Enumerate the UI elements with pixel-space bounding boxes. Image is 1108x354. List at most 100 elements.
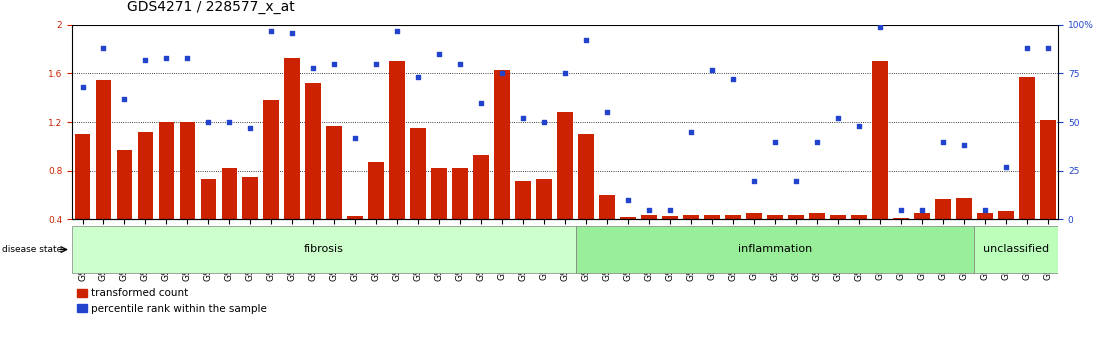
Point: [934, 139, 952, 144]
Point: [451, 61, 469, 67]
Text: inflammation: inflammation: [738, 244, 812, 253]
Point: [829, 115, 847, 121]
Bar: [74, 134, 91, 219]
Bar: [222, 169, 237, 219]
Text: GDS4271 / 228577_x_at: GDS4271 / 228577_x_at: [127, 0, 295, 14]
FancyBboxPatch shape: [72, 226, 575, 273]
Point: [787, 178, 804, 183]
Point: [640, 207, 658, 212]
Bar: [348, 216, 363, 219]
Bar: [473, 155, 489, 219]
Point: [409, 74, 427, 80]
Point: [178, 55, 196, 61]
Point: [661, 207, 679, 212]
Bar: [599, 195, 615, 219]
Point: [808, 139, 825, 144]
Bar: [767, 215, 782, 219]
Bar: [179, 122, 195, 219]
Bar: [914, 213, 930, 219]
Bar: [536, 179, 552, 219]
Bar: [704, 215, 720, 219]
Bar: [452, 169, 468, 219]
Bar: [642, 215, 657, 219]
Point: [136, 57, 154, 63]
Point: [157, 55, 175, 61]
Point: [535, 119, 553, 125]
Bar: [851, 215, 866, 219]
Point: [514, 115, 532, 121]
FancyBboxPatch shape: [974, 226, 1058, 273]
Bar: [306, 83, 321, 219]
Point: [619, 197, 637, 203]
Point: [997, 164, 1015, 170]
Point: [704, 67, 721, 72]
Point: [850, 123, 868, 129]
Bar: [158, 122, 174, 219]
Text: unclassified: unclassified: [983, 244, 1049, 253]
Point: [871, 24, 889, 29]
Point: [955, 143, 973, 148]
Bar: [116, 150, 132, 219]
Point: [913, 207, 931, 212]
Point: [577, 38, 595, 43]
Bar: [788, 215, 803, 219]
Point: [1039, 45, 1057, 51]
Point: [242, 125, 259, 131]
Bar: [977, 213, 993, 219]
Point: [598, 109, 616, 115]
Legend: transformed count, percentile rank within the sample: transformed count, percentile rank withi…: [78, 289, 267, 314]
Bar: [725, 215, 741, 219]
Point: [115, 96, 133, 102]
Bar: [578, 134, 594, 219]
FancyBboxPatch shape: [575, 226, 974, 273]
Text: fibrosis: fibrosis: [304, 244, 343, 253]
Bar: [95, 80, 112, 219]
Bar: [494, 70, 510, 219]
Bar: [327, 126, 342, 219]
Point: [976, 207, 994, 212]
Point: [263, 28, 280, 33]
Point: [556, 70, 574, 76]
Point: [368, 61, 386, 67]
Point: [430, 51, 448, 57]
Bar: [935, 199, 951, 219]
Point: [94, 45, 112, 51]
Point: [724, 76, 741, 82]
Point: [472, 100, 490, 105]
Bar: [872, 61, 888, 219]
Bar: [137, 132, 153, 219]
Bar: [201, 179, 216, 219]
Bar: [893, 218, 909, 219]
Bar: [1039, 120, 1056, 219]
Bar: [1018, 77, 1035, 219]
Bar: [285, 58, 300, 219]
Point: [73, 84, 91, 90]
Bar: [746, 213, 762, 219]
Bar: [684, 215, 699, 219]
Point: [347, 135, 365, 141]
Bar: [620, 217, 636, 219]
Bar: [431, 169, 447, 219]
Point: [892, 207, 910, 212]
Bar: [410, 128, 427, 219]
Bar: [264, 100, 279, 219]
Bar: [809, 213, 824, 219]
Point: [493, 70, 511, 76]
Bar: [243, 177, 258, 219]
Point: [305, 65, 322, 70]
Point: [326, 61, 343, 67]
Bar: [830, 215, 845, 219]
Bar: [368, 162, 384, 219]
Text: disease state: disease state: [2, 245, 62, 254]
Point: [683, 129, 700, 135]
Bar: [998, 211, 1014, 219]
Point: [220, 119, 238, 125]
Bar: [663, 216, 678, 219]
Bar: [515, 181, 531, 219]
Bar: [557, 113, 573, 219]
Bar: [956, 198, 972, 219]
Point: [389, 28, 407, 33]
Point: [766, 139, 783, 144]
Point: [745, 178, 762, 183]
Point: [1018, 45, 1036, 51]
